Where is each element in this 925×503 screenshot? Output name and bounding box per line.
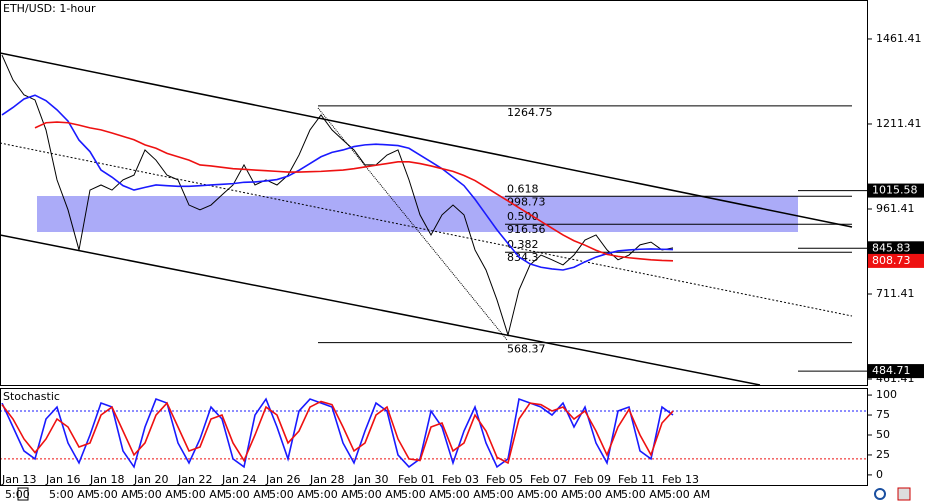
shift-icon[interactable]: [897, 487, 911, 501]
fib-ratio: 0.500: [507, 210, 539, 223]
x-tick-label: Jan 22: [177, 473, 212, 486]
auto-scroll-icon[interactable]: [874, 488, 886, 500]
x-tick-label: Feb 13: [662, 473, 699, 486]
price-tag: [868, 241, 924, 256]
x-time-label: 5:00 AM: [665, 488, 710, 501]
x-tick-label: Jan 16: [45, 473, 80, 486]
x-time-label: 5:00 AM: [93, 488, 138, 501]
x-time-label: 5:00: [5, 488, 30, 501]
stochastic-panel-frame: [0, 388, 868, 486]
y-tick-label: 0: [876, 468, 883, 481]
x-time-label: 5:00 AM: [621, 488, 666, 501]
channel-top: [0, 52, 853, 228]
x-tick-label: Jan 13: [1, 473, 36, 486]
y-tick-label: 711.41: [876, 287, 915, 300]
x-time-label: 5:00 AM: [489, 488, 534, 501]
x-tick-label: Jan 26: [265, 473, 300, 486]
series-line: [1, 397, 674, 469]
x-tick-label: Feb 01: [398, 473, 435, 486]
title-bg: [1, 1, 98, 15]
stochastic-title: Stochastic: [3, 390, 60, 403]
series-line: [1, 54, 674, 337]
x-tick-label: Jan 18: [89, 473, 124, 486]
x-tick-label: Feb 09: [574, 473, 611, 486]
y-tick-label: 1461.41: [876, 32, 922, 45]
y-tick-label: 1211.41: [876, 117, 922, 130]
price-tag-label: 484.71: [872, 364, 911, 377]
x-time-label: 5:00 AM: [313, 488, 358, 501]
price-tag: [868, 253, 924, 268]
series-line: [34, 121, 674, 262]
x-tick-label: Jan 28: [309, 473, 344, 486]
x-tick-label: Feb 07: [530, 473, 567, 486]
support-zone: [37, 196, 798, 232]
price-tag-label: 845.83: [872, 241, 911, 254]
x-time-label: 5:00 AM: [577, 488, 622, 501]
x-tick-label: Feb 05: [486, 473, 523, 486]
y-tick-label: 50: [876, 428, 890, 441]
main-panel-frame: [0, 0, 868, 386]
channel-bottom: [0, 234, 761, 386]
swing-value: 568.37: [507, 343, 546, 356]
stochastic-title-bg: [1, 389, 57, 403]
y-tick-label: 100: [876, 388, 897, 401]
x-tick-label: Feb 11: [618, 473, 655, 486]
x-tick-label: Jan 20: [133, 473, 168, 486]
x-time-label: 5:00 AM: [181, 488, 226, 501]
x-tick-label: Jan 30: [353, 473, 388, 486]
x-time-label: 5:00 AM: [357, 488, 402, 501]
y-tick-label: 75: [876, 408, 890, 421]
price-tag: [868, 364, 924, 379]
series-line: [1, 400, 674, 465]
price-tag-label: 808.73: [872, 254, 911, 267]
x-time-label: 5:00 AM: [401, 488, 446, 501]
x-time-label: 5:00 AM: [49, 488, 94, 501]
x-time-label: 5:00 AM: [269, 488, 314, 501]
x-tick-label: Jan 24: [221, 473, 256, 486]
y-tick-label: 25: [876, 448, 890, 461]
chart-title: ETH/USD: 1-hour: [3, 2, 96, 15]
x-time-label: 5:00 AM: [137, 488, 182, 501]
fib-ratio: 0.382: [507, 238, 539, 251]
toolbar-icons: [874, 487, 911, 501]
fib-ratio: 0.618: [507, 182, 539, 195]
price-tag: [868, 183, 924, 198]
price-tag-label: 1015.58: [872, 184, 918, 197]
y-tick-label: 961.41: [876, 202, 915, 215]
scroll-box[interactable]: [17, 487, 29, 501]
fib-value: 916.56: [507, 223, 546, 236]
fib-value: 998.73: [507, 195, 546, 208]
channel-mid: [0, 142, 853, 317]
x-time-label: 5:00 AM: [533, 488, 578, 501]
x-tick-label: Feb 03: [442, 473, 479, 486]
swing-value: 1264.75: [507, 106, 553, 119]
series-line: [1, 94, 674, 271]
x-time-label: 5:00 AM: [225, 488, 270, 501]
fib-value: 834.3: [507, 251, 539, 264]
x-time-label: 5:00 AM: [445, 488, 490, 501]
